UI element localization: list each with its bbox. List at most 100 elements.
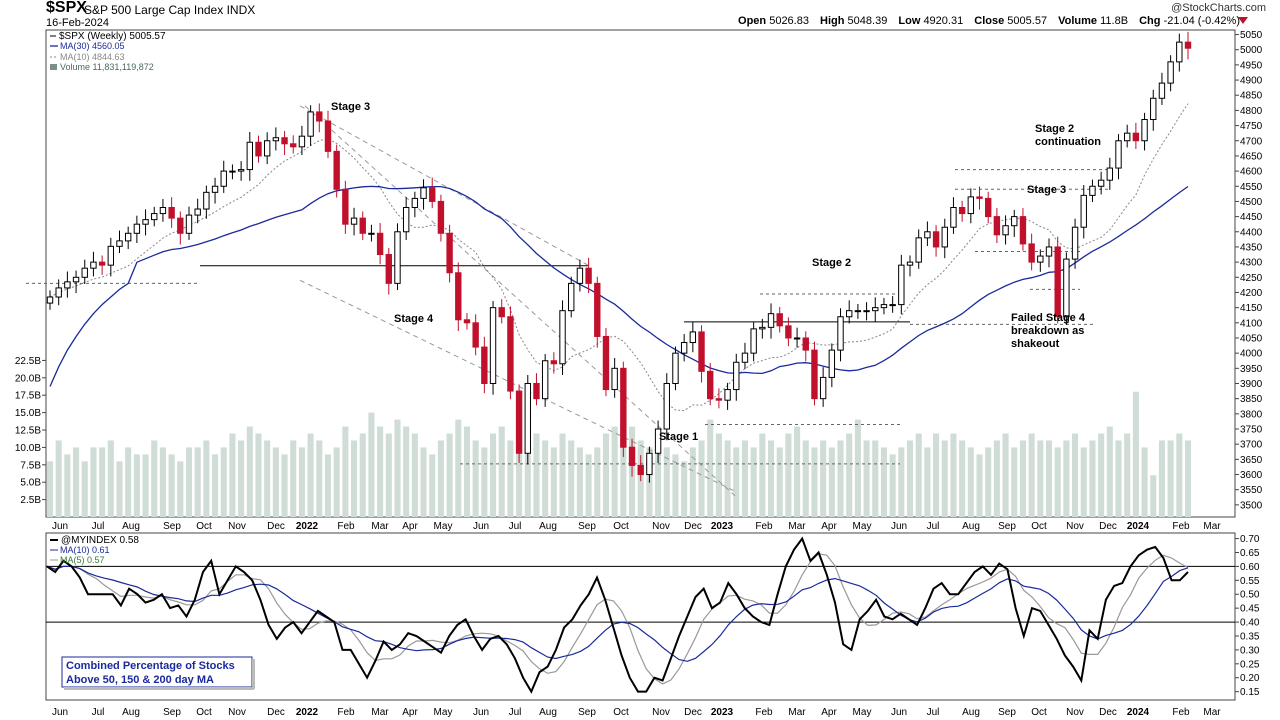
indicator-tick-label: 0.50 <box>1240 590 1260 601</box>
candle <box>724 382 731 410</box>
candle-body <box>211 185 219 193</box>
volume-bar <box>985 447 992 517</box>
volume-bar <box>403 426 410 517</box>
ticker-symbol: $SPX <box>46 0 87 16</box>
stage-label: Failed Stage 4 <box>1011 312 1086 324</box>
volume-bar <box>1176 433 1183 517</box>
price-tick-label: 4500 <box>1240 197 1263 208</box>
price-tick-label: 3650 <box>1240 455 1263 466</box>
volume-bar <box>655 454 662 517</box>
price-tick-label: 3550 <box>1240 485 1263 496</box>
volume-bar <box>185 447 193 517</box>
candle-body <box>411 197 419 209</box>
candle-body <box>733 361 740 391</box>
candle-body <box>1184 41 1192 49</box>
price-tick-label: 4750 <box>1240 121 1263 132</box>
price-tick-label: 4250 <box>1240 273 1263 284</box>
price-tick-label: 3500 <box>1240 500 1263 511</box>
volume-bar <box>455 419 462 517</box>
x-tick-label: Nov <box>228 707 246 718</box>
volume-bar <box>55 440 62 517</box>
candle <box>559 300 566 375</box>
indicator-ma10-line <box>46 565 1189 662</box>
candle <box>568 276 575 318</box>
volume-bar <box>64 454 71 517</box>
candle <box>368 224 375 242</box>
volume-bar <box>672 454 679 517</box>
candle-body <box>1028 243 1035 263</box>
candle <box>620 361 627 457</box>
volume-bar <box>489 433 497 517</box>
x-tick-label: Jun <box>473 707 489 718</box>
candle-body <box>802 337 809 351</box>
x-tick-label: Feb <box>755 521 773 532</box>
candle-body <box>446 232 453 274</box>
volume-bar <box>481 447 488 517</box>
volume-bar <box>950 433 957 517</box>
candle <box>489 300 497 395</box>
candle-body <box>1167 61 1174 84</box>
price-axis: 3500 3550 3600 3650 3700 3750 3800 3850 3900 3950… <box>1235 30 1263 511</box>
volume-legend: Volume 11,831,119,872 <box>60 62 154 72</box>
candle <box>446 224 453 283</box>
volume-bar <box>498 426 505 517</box>
volume-bar <box>1028 433 1035 517</box>
candle <box>1054 236 1061 324</box>
candle <box>333 144 340 198</box>
candle <box>585 257 592 294</box>
candle-body <box>307 111 314 137</box>
candle-body <box>819 376 827 400</box>
candle <box>1132 122 1140 149</box>
candle-body <box>1063 258 1070 318</box>
candle-body <box>1071 226 1079 260</box>
candle <box>116 230 123 254</box>
volume-bar <box>568 440 575 517</box>
candle <box>263 132 271 165</box>
price-tick-label: 5000 <box>1240 45 1263 56</box>
candle-body <box>767 313 775 328</box>
candle-body <box>837 316 844 351</box>
indicator-ma5-line <box>46 552 1189 685</box>
x-tick-label: Jun <box>891 707 907 718</box>
ma30-line <box>49 185 1189 387</box>
volume-bar <box>220 447 227 517</box>
candle <box>515 384 523 463</box>
indicator-tick-label: 0.20 <box>1240 673 1260 684</box>
candle <box>124 226 132 250</box>
volume-bar <box>229 433 236 517</box>
candle <box>898 254 905 315</box>
candle-body <box>472 322 479 348</box>
exchange: INDX <box>226 3 256 17</box>
price-tick-label: 4400 <box>1240 227 1263 238</box>
candle <box>455 262 462 331</box>
candle <box>168 197 175 228</box>
ma30-legend: MA(30) 4560.05 <box>60 41 125 51</box>
candle-body <box>863 310 870 313</box>
x-tick-label: Feb <box>1172 707 1190 718</box>
candle-body <box>507 316 514 392</box>
price-tick-label: 3750 <box>1240 425 1263 436</box>
candle-body <box>750 328 757 354</box>
volume-bar <box>689 447 696 517</box>
candle-body <box>124 232 132 242</box>
price-tick-label: 4700 <box>1240 136 1263 147</box>
candle-body <box>985 197 992 218</box>
index-name: S&P 500 Large Cap Index <box>84 3 224 17</box>
candle-body <box>429 187 436 202</box>
candle-body <box>64 281 71 289</box>
volume-bar <box>707 419 714 517</box>
candle <box>1045 238 1053 268</box>
candle <box>637 455 644 482</box>
candle <box>759 318 766 339</box>
x-tick-label: Mar <box>1203 521 1221 532</box>
candle-body <box>958 207 966 215</box>
volume-bar <box>307 433 314 517</box>
x-tick-label: Jun <box>891 521 907 532</box>
candle <box>1063 252 1070 325</box>
candle-body <box>628 446 636 466</box>
volume-bar <box>394 419 401 517</box>
candle-body <box>1011 216 1018 227</box>
x-tick-label: 2024 <box>1127 707 1150 718</box>
volume-bar <box>1045 440 1053 517</box>
